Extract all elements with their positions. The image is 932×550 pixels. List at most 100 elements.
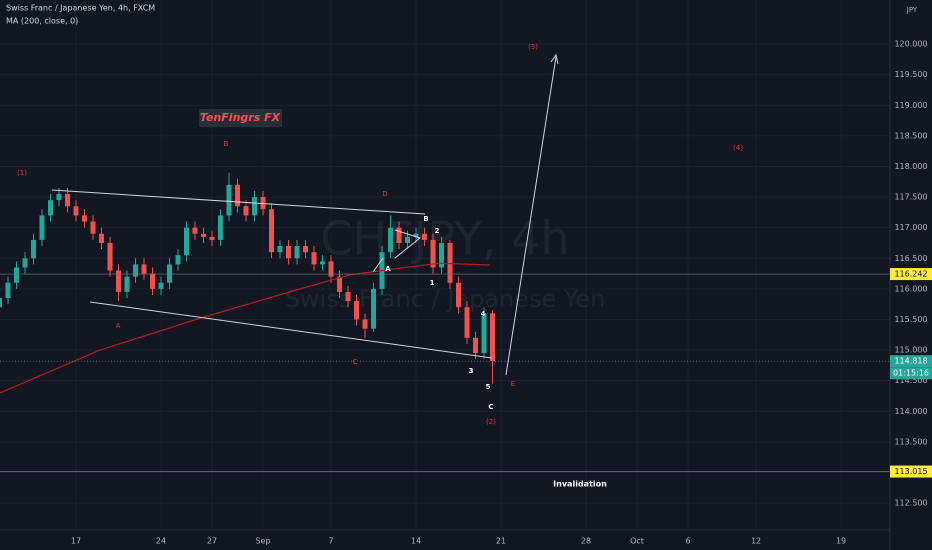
x-tick-label: 24 bbox=[156, 537, 166, 546]
currency: JPY bbox=[906, 6, 918, 14]
candle-body bbox=[328, 261, 334, 277]
candle-body bbox=[124, 276, 130, 292]
price-label: 116.242 bbox=[894, 270, 927, 279]
candle-body bbox=[243, 206, 249, 216]
watermark: Swiss Franc / Japanese Yen bbox=[285, 285, 606, 313]
x-tick-label: 19 bbox=[836, 537, 846, 546]
candle-body bbox=[430, 239, 436, 268]
watermark: CHFJPY, 4h bbox=[320, 212, 569, 266]
candle-body bbox=[456, 282, 462, 308]
indicator-label: MA (200, close, 0) bbox=[6, 17, 78, 26]
candle-body bbox=[13, 267, 19, 283]
y-tick-label: 118.000 bbox=[894, 162, 927, 171]
candle-body bbox=[39, 215, 45, 240]
price-label: 114.818 bbox=[894, 357, 927, 366]
candle-body bbox=[81, 215, 87, 222]
candle-body bbox=[345, 291, 351, 302]
candle-body bbox=[30, 239, 36, 259]
candle-body bbox=[192, 227, 198, 234]
price-label-bg bbox=[890, 268, 932, 281]
candle-body bbox=[277, 246, 283, 253]
annotation: (2) bbox=[486, 418, 496, 426]
y-tick-label: 113.500 bbox=[894, 437, 927, 446]
price-label-bg bbox=[890, 355, 932, 368]
axes: 112.500113.000113.500114.000114.500115.0… bbox=[71, 40, 932, 546]
candle-body bbox=[166, 264, 172, 283]
annotation: TenFingrs FX bbox=[200, 111, 281, 124]
x-tick-label: 14 bbox=[411, 537, 421, 546]
chart-title: Swiss Franc / Japanese Yen, 4h, FXCM bbox=[6, 4, 155, 13]
y-tick-label: 119.500 bbox=[894, 70, 927, 79]
annotation: 1 bbox=[430, 279, 435, 287]
y-tick-label: 116.000 bbox=[894, 284, 927, 293]
x-tick-label: 12 bbox=[751, 537, 761, 546]
candle-body bbox=[354, 301, 360, 320]
annotation: (3) bbox=[528, 43, 538, 51]
y-tick-label: 119.000 bbox=[894, 101, 927, 110]
trendline bbox=[372, 257, 384, 273]
candle-body bbox=[388, 227, 394, 253]
candle-body bbox=[294, 246, 300, 259]
annotation: A bbox=[385, 265, 391, 273]
trendline bbox=[51, 189, 426, 215]
candle-body bbox=[362, 319, 368, 329]
candle-body bbox=[481, 313, 487, 354]
price-label: 113.015 bbox=[894, 467, 927, 476]
candle-body bbox=[56, 194, 62, 201]
y-tick-label: 114.000 bbox=[894, 407, 927, 416]
candle-body bbox=[0, 298, 2, 308]
y-tick-label: 112.500 bbox=[894, 499, 927, 508]
candle-body bbox=[184, 227, 190, 256]
drawings bbox=[51, 53, 559, 376]
candle-body bbox=[413, 233, 419, 237]
candle-body bbox=[5, 282, 11, 299]
candle-body bbox=[286, 246, 292, 259]
annotation: 5 bbox=[486, 383, 491, 391]
arrow bbox=[505, 56, 557, 376]
grid bbox=[0, 0, 890, 530]
candle-body bbox=[447, 242, 453, 283]
candle-body bbox=[405, 236, 411, 243]
candle-body bbox=[47, 200, 53, 216]
x-tick-label: Oct bbox=[630, 537, 644, 546]
candle-body bbox=[337, 276, 343, 292]
annotation: E bbox=[511, 380, 515, 388]
annotation: Invalidation bbox=[553, 480, 607, 489]
annotation: B bbox=[423, 215, 428, 223]
annotation: 2 bbox=[435, 227, 440, 235]
y-tick-label: 120.000 bbox=[894, 40, 927, 49]
annotation: D bbox=[382, 190, 387, 198]
candle-body bbox=[201, 233, 207, 237]
countdown: 01:15:16 bbox=[893, 369, 929, 378]
candle-body bbox=[132, 264, 138, 277]
x-tick-label: 17 bbox=[71, 537, 81, 546]
plot bbox=[0, 172, 890, 472]
candle-body bbox=[218, 215, 224, 240]
candle-body bbox=[252, 197, 258, 216]
y-tick-label: 117.500 bbox=[894, 193, 927, 202]
candle-body bbox=[73, 206, 79, 216]
annotation: A bbox=[116, 322, 121, 330]
trendline bbox=[89, 301, 493, 359]
candle-body bbox=[303, 246, 309, 253]
x-tick-label: 27 bbox=[207, 537, 217, 546]
y-tick-label: 115.000 bbox=[894, 346, 927, 355]
candle-body bbox=[98, 233, 104, 243]
x-tick-label: Sep bbox=[255, 537, 270, 546]
annotation: (4) bbox=[733, 144, 743, 152]
candle-body bbox=[141, 264, 147, 274]
candle-body bbox=[439, 242, 445, 268]
candle-body bbox=[175, 255, 181, 265]
arrow-head bbox=[550, 53, 559, 65]
candle-body bbox=[158, 282, 164, 289]
annotation: C bbox=[353, 358, 358, 366]
candle-body bbox=[422, 233, 428, 240]
y-tick-label: 118.500 bbox=[894, 131, 927, 140]
moving-average bbox=[0, 262, 490, 394]
candle-body bbox=[320, 261, 326, 265]
candle-body bbox=[107, 242, 113, 271]
candle-body bbox=[209, 236, 215, 240]
candle-body bbox=[22, 258, 28, 268]
candle-body bbox=[149, 273, 155, 289]
